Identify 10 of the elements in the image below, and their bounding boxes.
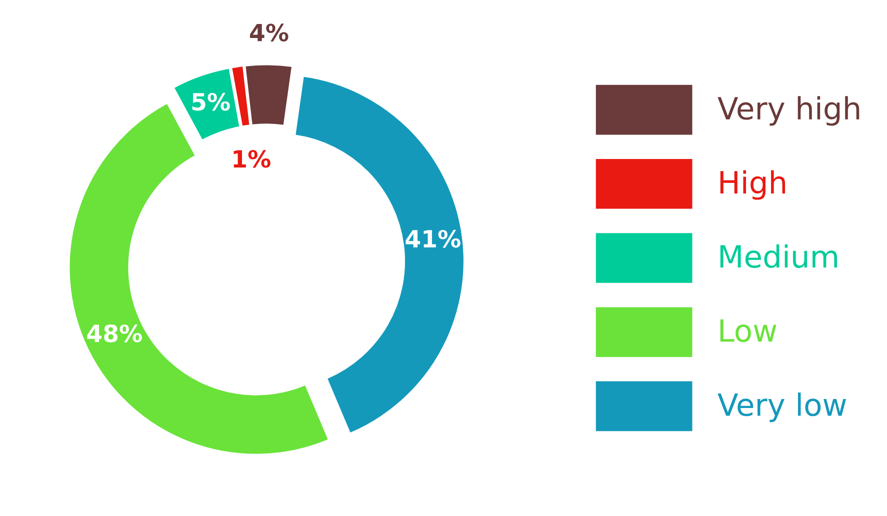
data-label: 5% [192,92,230,111]
legend-label: Medium [720,244,837,268]
legend-label: Very low [718,392,846,422]
data-label: 4% [250,24,288,42]
legend-label: High [720,170,786,200]
data-label: 1% [234,150,270,168]
legend-label: Very high [718,96,860,126]
data-label: 41% [406,230,460,248]
data-label: 48% [87,324,142,342]
legend-label: Low [720,319,776,342]
